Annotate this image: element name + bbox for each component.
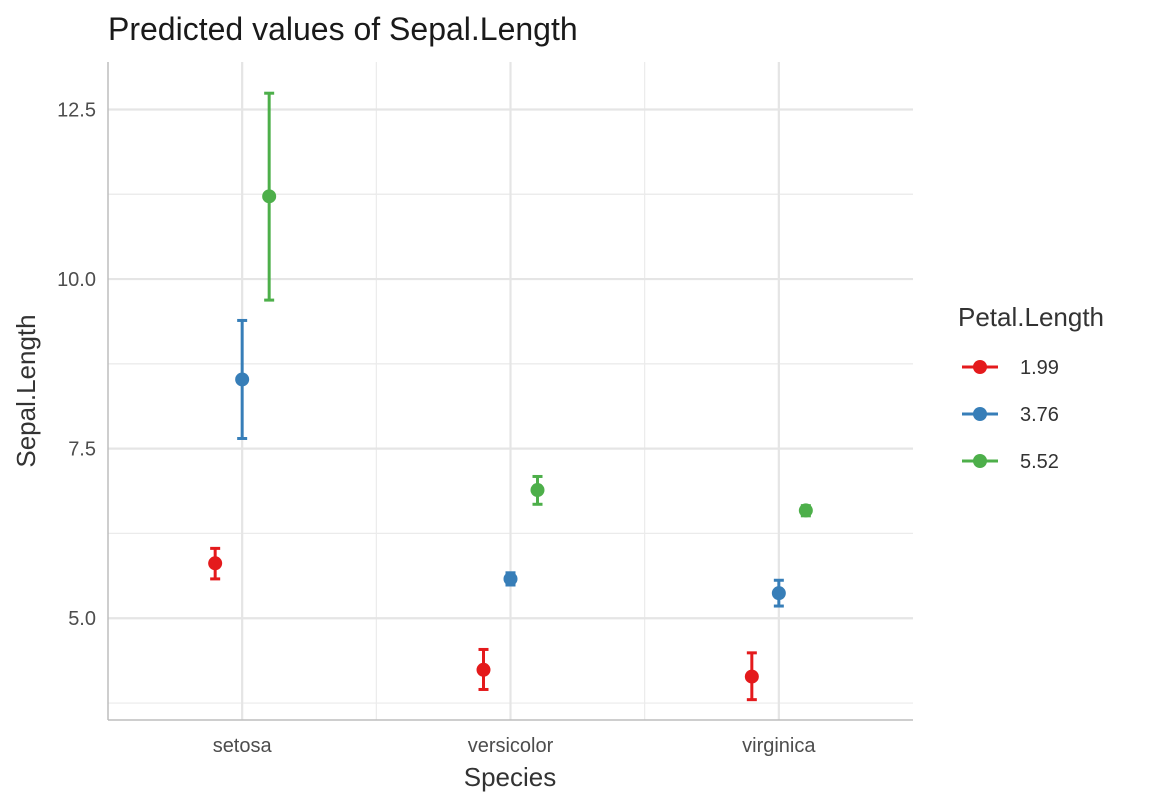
data-point (235, 372, 250, 387)
legend-label: 3.76 (1020, 404, 1059, 426)
y-tick-label: 12.5 (57, 99, 96, 121)
y-axis-title: Sepal.Length (11, 314, 41, 467)
x-tick-label: versicolor (468, 735, 554, 757)
chart-title: Predicted values of Sepal.Length (108, 11, 578, 47)
y-tick-label: 7.5 (68, 439, 96, 461)
legend-title: Petal.Length (958, 302, 1104, 332)
data-point (262, 189, 277, 204)
data-point (208, 556, 223, 571)
legend-key-point (973, 360, 987, 374)
legend-label: 5.52 (1020, 451, 1059, 473)
axes (107, 62, 913, 721)
data-point (503, 571, 518, 586)
data-point (744, 669, 759, 684)
data-point (476, 662, 491, 677)
legend-key-point (973, 407, 987, 421)
tick-labels: 5.0 7.5 10.0 12.5 setosa versicolor virginica (57, 99, 816, 757)
data-point (798, 503, 813, 518)
y-tick-label: 10.0 (57, 269, 96, 291)
data-marks (208, 91, 813, 702)
legend-label: 1.99 (1020, 357, 1059, 379)
data-point (771, 586, 786, 601)
x-axis-title: Species (464, 762, 557, 792)
data-point (530, 483, 545, 498)
legend: Petal.Length 1.99 3.76 5.52 (958, 302, 1104, 473)
grid (108, 62, 913, 720)
legend-key-point (973, 454, 987, 468)
x-tick-label: virginica (742, 735, 816, 757)
y-tick-label: 5.0 (68, 608, 96, 630)
x-tick-label: setosa (213, 735, 273, 757)
